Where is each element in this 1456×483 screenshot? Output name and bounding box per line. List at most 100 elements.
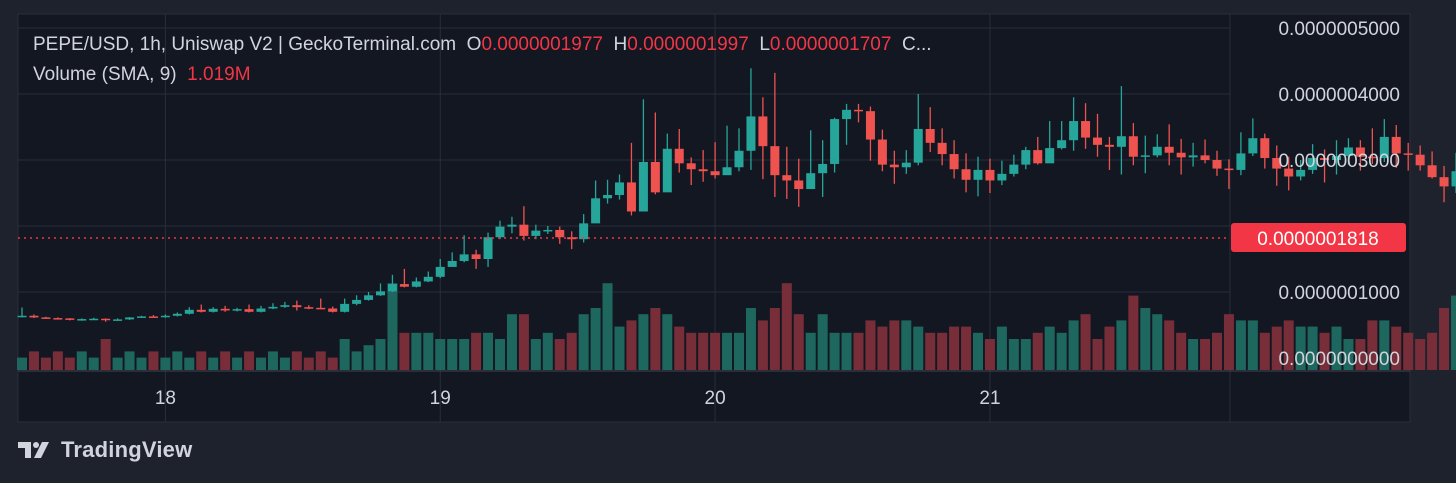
candle-body <box>543 229 553 232</box>
candle-body <box>65 318 75 320</box>
candle-body <box>1140 155 1150 157</box>
volume-bar <box>40 357 51 370</box>
candle-body <box>1308 158 1318 170</box>
candle-body <box>1415 154 1425 166</box>
candle-body <box>818 163 828 174</box>
volume-bar <box>17 357 27 370</box>
volume-bar <box>1343 339 1354 370</box>
candle-body <box>1284 168 1294 177</box>
volume-bar <box>1104 326 1115 370</box>
candle-body <box>1427 165 1437 178</box>
volume-bar <box>781 283 792 370</box>
volume-bar <box>1032 332 1043 370</box>
volume-bar <box>1427 332 1438 370</box>
volume-bar <box>530 339 541 370</box>
candle-body <box>734 150 744 168</box>
volume-bar <box>578 314 589 370</box>
volume-bar <box>387 283 398 370</box>
price-tick-label: 0.0000003000 <box>1278 151 1400 172</box>
candle-body <box>1152 146 1162 156</box>
volume-bar <box>1451 295 1456 370</box>
volume-bar <box>1235 320 1246 370</box>
volume-bar <box>1068 320 1079 370</box>
volume-bar <box>674 326 685 370</box>
volume-bar <box>1212 332 1222 370</box>
candle-body <box>232 309 242 311</box>
candle-body <box>1439 177 1449 187</box>
candle-body <box>495 226 505 238</box>
tradingview-brand[interactable]: TradingView <box>61 437 193 462</box>
volume-bar <box>638 314 649 370</box>
candle-body <box>1248 138 1258 154</box>
volume-bar <box>626 320 637 370</box>
candle-body <box>1104 144 1114 147</box>
candle-body <box>770 146 780 176</box>
candle-body <box>435 266 445 277</box>
candle-body <box>41 317 51 319</box>
volume-bar <box>483 332 494 370</box>
candle-body <box>1451 171 1456 187</box>
candle-body <box>1009 164 1019 174</box>
candle-body <box>1391 136 1401 154</box>
volume-bars <box>17 283 1456 370</box>
candle-body <box>399 284 409 287</box>
candle-body <box>937 142 947 155</box>
volume-bar <box>244 351 255 370</box>
candle-body <box>89 318 99 321</box>
candle-body <box>447 260 457 267</box>
candle-body <box>1272 158 1282 169</box>
candle-body <box>1296 169 1306 177</box>
footer: TradingView <box>18 437 192 463</box>
volume-bar <box>1128 295 1139 370</box>
volume-label[interactable]: Volume (SMA, 9) <box>33 64 177 85</box>
candle-body <box>1021 150 1031 165</box>
candle-body <box>662 148 672 193</box>
candle-body <box>376 291 385 296</box>
price-axis-labels: 0.0000000000 0.0000001000 0.0000003000 0.00… <box>1278 19 1400 370</box>
volume-bar <box>471 332 482 370</box>
volume-bar <box>339 339 350 370</box>
candle-body <box>1164 146 1174 153</box>
volume-bar <box>399 332 410 370</box>
candle-body <box>758 116 768 147</box>
candle-body <box>137 316 146 318</box>
volume-bar <box>1271 326 1282 370</box>
candle-body <box>244 309 254 312</box>
last-price-tag-bg <box>1231 223 1406 252</box>
volume-bar <box>1044 326 1055 370</box>
volume-bar <box>495 339 505 370</box>
candle-body <box>1212 160 1222 169</box>
volume-bar <box>256 357 266 370</box>
volume-bar <box>793 314 804 370</box>
volume-bar <box>232 357 243 370</box>
candle-body <box>650 161 660 193</box>
ohlc-legend: PEPE/USD, 1h, Uniswap V2 | GeckoTerminal… <box>33 34 932 56</box>
candle-body <box>1332 156 1341 160</box>
volume-bar <box>196 351 207 370</box>
volume-bar <box>184 357 195 370</box>
candle-body <box>1320 158 1330 160</box>
symbol-title[interactable]: PEPE/USD, 1h, Uniswap V2 | GeckoTerminal… <box>33 34 457 55</box>
volume-bar <box>1355 339 1366 370</box>
volume-bar <box>1379 320 1390 370</box>
candle-body <box>172 313 182 316</box>
volume-bar <box>602 283 613 370</box>
volume-bar <box>1415 339 1426 370</box>
candle-body <box>292 305 302 308</box>
candle-body <box>1188 155 1198 158</box>
volume-bar <box>1008 339 1019 370</box>
candle-body <box>782 175 792 181</box>
candle-body <box>806 173 816 190</box>
volume-bar <box>291 351 302 370</box>
volume-bar <box>220 351 231 370</box>
candle-body <box>901 162 911 168</box>
candle-body <box>29 315 39 318</box>
tradingview-logo-icon[interactable] <box>18 440 52 460</box>
volume-bar <box>590 308 601 370</box>
candle-body <box>615 182 624 195</box>
candle-body <box>854 109 863 112</box>
volume-bar <box>757 320 768 370</box>
volume-bar <box>208 357 219 370</box>
